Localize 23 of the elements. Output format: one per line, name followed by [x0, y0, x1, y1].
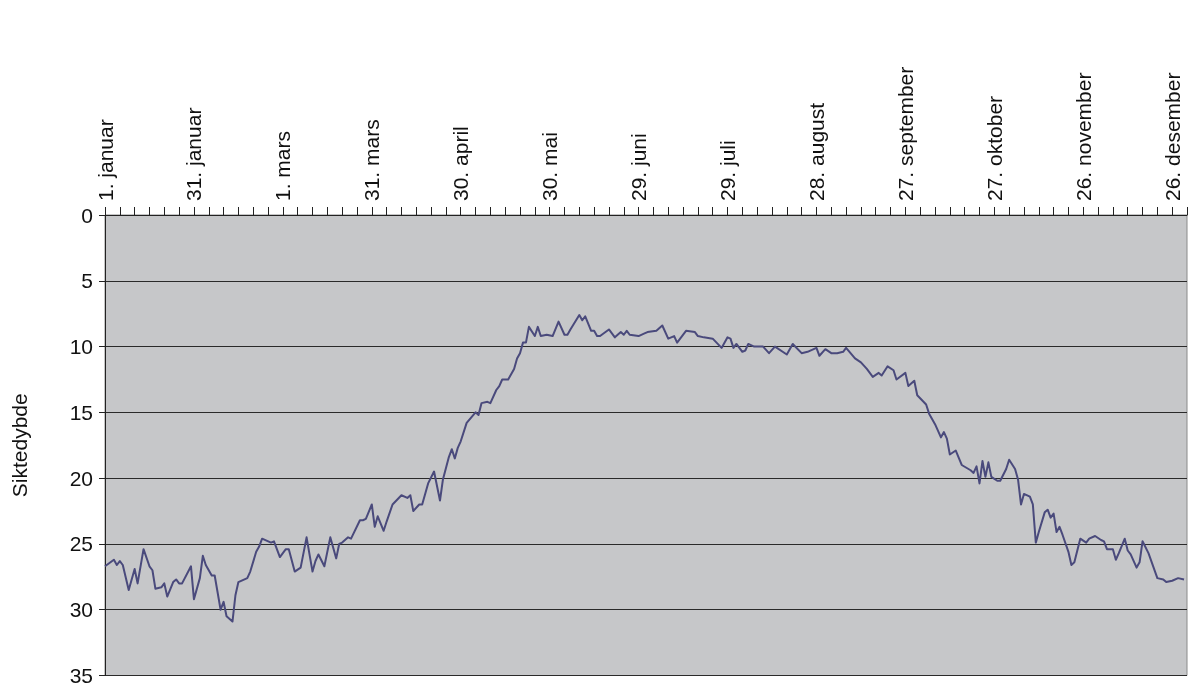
line-series	[104, 313, 1186, 623]
x-tick-label: 31. mars	[360, 119, 384, 201]
y-axis-title: Siktedybde	[8, 393, 31, 498]
x-tick-label: 28. august	[804, 102, 828, 201]
y-tick-label: 25	[69, 532, 93, 556]
x-tick-label: 30. april	[449, 126, 473, 201]
y-tick-label: 5	[81, 269, 93, 293]
x-tick-label: 30. mai	[538, 132, 562, 201]
x-tick-label: 27. september	[893, 66, 917, 201]
x-tick-label: 26. november	[1071, 72, 1095, 201]
y-tick-label: 20	[69, 466, 93, 490]
x-tick-label: 27. oktober	[982, 95, 1006, 201]
y-tick-label: 15	[69, 400, 93, 424]
y-tick-label: 30	[69, 598, 93, 622]
x-tick-label: 26. desember	[1160, 72, 1184, 201]
x-tick-label: 1. januar	[93, 119, 117, 201]
x-tick-label: 29. juli	[716, 140, 740, 201]
x-tick-label: 31. januar	[182, 107, 206, 201]
y-tick-label: 0	[81, 203, 93, 227]
x-tick-label: 29. juni	[627, 133, 651, 201]
y-tick-label: 10	[69, 335, 93, 359]
y-tick-label: 35	[69, 664, 93, 686]
x-tick-label: 1. mars	[271, 130, 295, 201]
